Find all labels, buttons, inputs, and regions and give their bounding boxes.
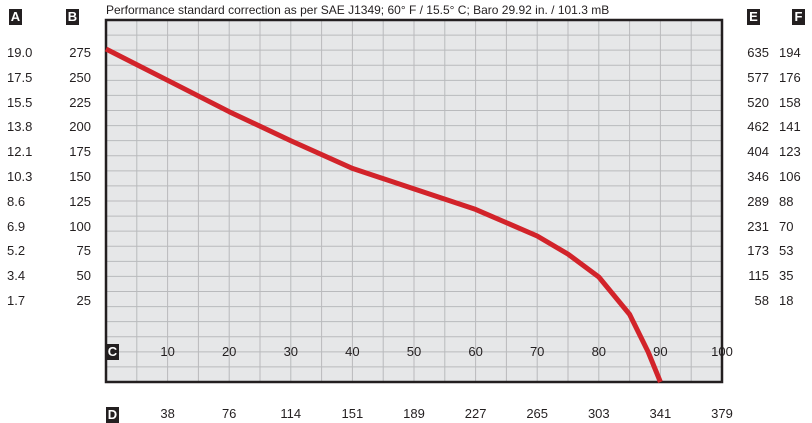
axis-tag-c: C xyxy=(106,344,119,360)
axis-tag-e: E xyxy=(747,9,760,25)
axis-f-tick: 88 xyxy=(779,193,794,209)
axis-a-tick: 10.3 xyxy=(7,169,33,184)
axis-e-tick: 115 xyxy=(748,268,769,284)
axis-d-tick: 227 xyxy=(464,406,487,421)
axis-b-tick: 225 xyxy=(69,94,91,110)
axis-b-tick: 25 xyxy=(76,293,91,308)
axis-b-tick: 75 xyxy=(76,243,91,259)
axis-c-tick: 80 xyxy=(591,344,607,359)
axis-c-tick: 100 xyxy=(711,344,733,359)
axis-e-tick: 577 xyxy=(747,69,769,85)
axis-f-tick: 176 xyxy=(779,69,801,85)
axis-a-tick: 8.6 xyxy=(7,193,26,209)
axis-d-tick: 151 xyxy=(341,406,364,421)
axis-d-tick: 265 xyxy=(526,406,549,421)
axis-f-tick: 106 xyxy=(779,169,801,184)
axis-c-tick: 20 xyxy=(221,344,237,359)
series-line-0 xyxy=(104,46,663,383)
axis-a-tick: 13.8 xyxy=(7,119,33,135)
axis-b-tick: 275 xyxy=(69,45,91,60)
axis-f-tick: 70 xyxy=(779,218,794,234)
axis-a-tick: 3.4 xyxy=(7,268,26,284)
axis-e-tick: 173 xyxy=(747,243,769,259)
axis-b-tick: 125 xyxy=(69,193,91,209)
axis-tag-f: F xyxy=(792,9,805,25)
chart-note: Performance standard correction as per S… xyxy=(106,3,610,17)
axis-d-tick: 303 xyxy=(587,406,610,421)
axis-c-tick: 40 xyxy=(345,344,360,359)
axis-f-tick: 194 xyxy=(779,45,801,60)
axis-d-tick: 38 xyxy=(160,406,175,421)
axis-b-tick: 150 xyxy=(69,169,91,184)
axis-tag-b: B xyxy=(66,9,79,25)
axis-f-tick: 35 xyxy=(779,268,794,284)
axis-f-tick: 123 xyxy=(779,144,801,160)
axis-f-tick: 158 xyxy=(779,94,801,110)
axis-f-tick: 141 xyxy=(779,119,801,135)
axis-e-tick: 231 xyxy=(747,218,769,234)
axis-a-tick: 6.9 xyxy=(7,218,26,234)
axis-a-tick: 15.5 xyxy=(7,94,33,110)
axis-d-tick: 379 xyxy=(711,406,733,421)
axis-d-tick: 341 xyxy=(649,406,672,421)
axis-b-tick: 50 xyxy=(76,268,91,284)
axis-e-tick: 462 xyxy=(747,119,769,135)
plot-frame xyxy=(104,18,724,384)
axis-a-tick: 19.0 xyxy=(7,45,33,60)
axis-c-tick: 50 xyxy=(406,344,422,359)
axis-f-tick: 18 xyxy=(779,293,794,308)
axis-a-tick: 5.2 xyxy=(7,243,26,259)
axis-a-tick: 17.5 xyxy=(7,69,33,85)
axis-b-tick: 200 xyxy=(69,119,91,135)
axis-d-tick: 189 xyxy=(403,406,425,421)
axis-e-tick: 58 xyxy=(754,293,769,308)
axis-e-tick: 404 xyxy=(747,144,769,160)
axis-b-tick: 175 xyxy=(69,144,91,160)
axis-c-tick: 70 xyxy=(529,344,545,359)
axis-tag-d: D xyxy=(106,407,119,423)
axis-f-tick: 53 xyxy=(779,243,794,259)
axis-b-tick: 250 xyxy=(69,69,91,85)
axis-e-tick: 289 xyxy=(747,193,769,209)
axis-c-tick: 60 xyxy=(468,344,483,359)
axis-e-tick: 520 xyxy=(747,94,769,110)
axis-e-tick: 346 xyxy=(747,169,769,184)
axis-b-tick: 100 xyxy=(69,218,91,234)
axis-c-tick: 90 xyxy=(653,344,668,359)
axis-c-tick: 10 xyxy=(160,344,175,359)
axis-tag-a: A xyxy=(9,9,22,25)
axis-a-tick: 12.1 xyxy=(7,144,33,160)
axis-e-tick: 635 xyxy=(747,45,769,60)
axis-d-tick: 114 xyxy=(280,406,302,421)
axis-a-tick: 1.7 xyxy=(7,293,26,308)
axis-d-tick: 76 xyxy=(221,406,237,421)
axis-c-tick: 30 xyxy=(283,344,299,359)
